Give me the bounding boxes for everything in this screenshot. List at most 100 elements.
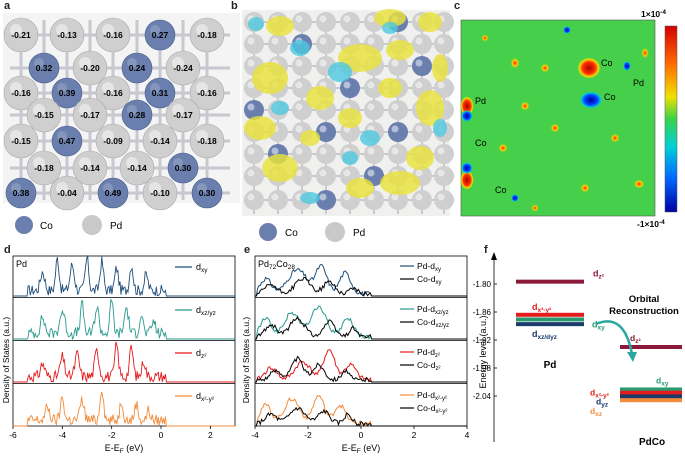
atom-highlight [367,15,375,23]
atom-highlight [391,147,399,155]
charge-label: -0.16 [11,88,31,98]
co-legend-icon [15,216,33,234]
charge-accumulation [346,178,374,198]
charge-accumulation [432,54,448,82]
f-ytick-label: -1.86 [473,308,492,317]
f-pd-level-label-2: dxy [592,319,605,331]
f-pd-level-2 [516,317,584,322]
charge-label: -0.18 [197,136,217,146]
e-xtick-label: -4 [251,430,259,440]
f-pdco-level-0 [620,345,682,349]
atom-pd [434,144,454,164]
charge-label: -0.13 [57,30,77,40]
charge-label: 0.47 [59,136,76,146]
atom-pd-9: -0.16 [3,75,39,111]
e-co-curve-3 [255,406,467,427]
contour-spot [610,133,620,143]
d-title: Pd [16,259,27,269]
contour-spot [577,57,601,79]
f-reconstruction-arrow [595,320,634,355]
d-legend-label-1: dxz/yz [196,305,216,317]
contour-spot [461,162,473,174]
charge-label: -0.15 [11,136,31,146]
e-ylabel: Density of States (a.u.) [241,317,251,404]
f-ytick-label: -1.98 [473,364,492,373]
charge-accumulation [266,16,294,36]
atom-co [412,56,432,76]
charge-accumulation [374,9,406,27]
e-xlabel: E-EF (eV) [342,443,381,455]
f-ytick-label: -1.80 [473,280,492,289]
charge-accumulation [262,154,298,182]
atom-highlight [415,169,423,177]
f-yaxis-arrow-icon [491,252,497,260]
atom-highlight [295,103,303,111]
charge-label: -0.21 [11,30,31,40]
e-co-curve-0 [255,276,467,297]
e-xtick-label: 2 [412,430,417,440]
atom-co-10: 0.39 [51,77,83,109]
atom-co-27: 0.38 [5,177,37,209]
contour-atom-co-3: Co [475,138,487,148]
charge-label: 0.32 [36,63,53,73]
e-xtick-label: 4 [465,430,470,440]
f-ylabel: Energy level (a.u.) [478,315,488,388]
d-xtick-label: -2 [108,430,116,440]
colorbar-max-label: 1×10-4 [641,9,666,19]
atom-pd [268,190,288,210]
charge-label: 0.39 [59,88,76,98]
charge-label: -0.04 [57,188,77,198]
d-xtick-label: 2 [208,430,213,440]
atom-pd [292,56,312,76]
f-pd-label: Pd [544,360,557,371]
atom-pd [268,34,288,54]
charge-depletion [342,151,358,165]
f-pdco-level-3 [620,394,682,399]
e-co-curve-2 [255,355,467,383]
charge-depletion [328,62,352,82]
atom-pd-24: -0.14 [72,150,108,186]
atom-highlight [247,193,255,201]
atom-highlight [437,81,445,89]
atom-highlight [391,193,399,201]
atom-highlight [343,81,351,89]
atom-co-5: 0.32 [28,52,60,84]
atom-pd [434,166,454,186]
f-ytick-label: -2.04 [473,392,492,401]
charge-label: -0.09 [103,136,123,146]
atom-highlight [247,37,255,45]
atom-pd-20: -0.09 [95,123,131,159]
atom-highlight [271,193,279,201]
atom-pd [316,166,336,186]
atom-pd-2: -0.16 [95,17,131,53]
atom-highlight [437,169,445,177]
atom-pd [388,144,408,164]
contour-atom-co-2: Co [604,92,616,102]
atom-co-26: 0.30 [167,152,199,184]
atom-highlight [415,37,423,45]
contour-atom-co-4: Co [495,185,507,195]
charge-depletion [360,130,380,146]
panel-b-charge-density: Co Pd [242,9,454,242]
charge-label: -0.14 [80,163,100,173]
atom-pd-23: -0.18 [26,150,62,186]
charge-accumulation [306,86,334,110]
atom-pd [412,34,432,54]
atom-highlight [319,37,327,45]
atom-highlight [295,125,303,133]
atom-highlight [343,37,351,45]
contour-spot [550,123,560,133]
charge-accumulation [386,40,414,60]
charge-depletion [248,17,264,31]
atom-co-31: 0.30 [191,177,223,209]
atom-pd [244,166,264,186]
atom-co-3: 0.27 [144,19,176,51]
charge-label: -0.20 [80,63,100,73]
atom-pd [340,12,360,32]
e-legend-pd-label-2: Pd-dz² [417,347,440,359]
atom-pd-14: -0.15 [26,97,62,133]
charge-accumulation [378,78,402,98]
atom-pd [316,12,336,32]
contour-spot [460,96,474,116]
atom-highlight [367,169,375,177]
